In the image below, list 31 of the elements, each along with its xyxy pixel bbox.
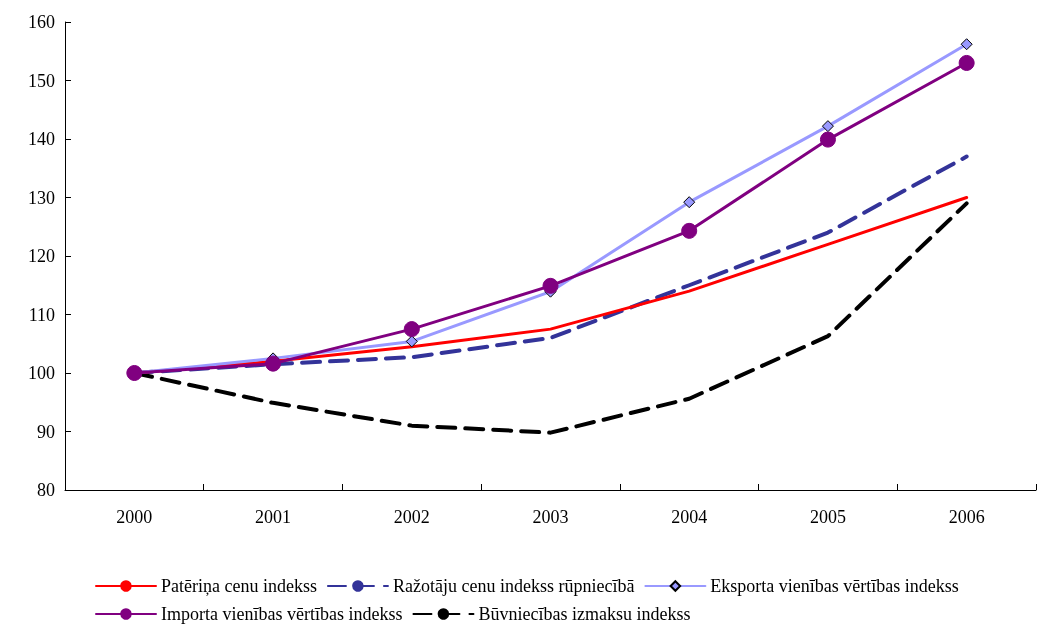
legend-label: Importa vienības vērtības indekss <box>161 604 403 624</box>
y-tick-label: 130 <box>28 187 55 208</box>
point <box>960 38 973 51</box>
y-tick-label: 80 <box>37 480 55 500</box>
x-tick-label: 2001 <box>255 507 292 527</box>
point <box>958 54 975 71</box>
y-tick-label: 110 <box>28 304 55 325</box>
legend-label: Ražotāju cenu indekss rūpniecībā <box>392 576 635 596</box>
x-tick-label: 2000 <box>116 507 153 527</box>
y-tick-label: 100 <box>28 363 55 383</box>
point <box>683 196 696 209</box>
x-tick-label: 2006 <box>948 507 985 527</box>
point <box>403 321 420 338</box>
point <box>542 277 559 294</box>
x-tick-label: 2004 <box>671 507 708 527</box>
point <box>405 335 418 348</box>
point <box>819 131 836 148</box>
legend-label: Būvniecības izmaksu indekss <box>478 604 691 624</box>
point <box>681 222 698 239</box>
x-tick-label: 2002 <box>393 507 430 527</box>
y-tick-label: 150 <box>28 70 55 91</box>
y-tick-label: 160 <box>28 12 55 32</box>
point <box>265 355 282 372</box>
legend-label: Eksporta vienības vērtības indekss <box>710 576 959 596</box>
point <box>821 120 834 133</box>
x-tick-label: 2003 <box>532 507 569 527</box>
x-tick-label: 2005 <box>809 507 846 527</box>
y-tick-label: 140 <box>28 129 55 149</box>
y-tick-label: 90 <box>37 421 55 442</box>
legend-label: Patēriņa cenu indekss <box>161 576 317 596</box>
y-tick-label: 120 <box>28 246 55 266</box>
